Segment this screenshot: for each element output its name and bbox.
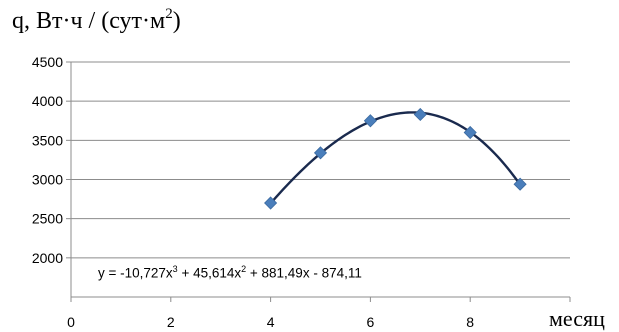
trendline (269, 111, 522, 205)
y-tick-labels: 2000 2500 3000 3500 4000 4500 (32, 54, 63, 266)
x-tick-label: 2 (167, 314, 175, 330)
data-point (264, 196, 278, 210)
x-tick-label: 0 (67, 314, 75, 330)
y-tick-label: 4000 (32, 93, 63, 109)
x-tick-labels: 0 2 4 6 8 (67, 314, 474, 330)
data-point (313, 146, 328, 160)
y-axis-label: q, Вт·ч / (сут·м2) (12, 6, 181, 34)
data-point (363, 114, 377, 128)
trendline-equation: y = -10,727x3 + 45,614x2 + 881,49x - 874… (98, 264, 362, 281)
grid-lines (71, 61, 570, 259)
y-tick-label: 2000 (32, 250, 63, 266)
y-tick-label: 2500 (32, 211, 63, 227)
data-point (463, 125, 477, 140)
data-points (264, 107, 527, 210)
data-point (513, 177, 527, 191)
y-tick-label: 4500 (32, 54, 63, 70)
x-axis-label: месяц (549, 306, 605, 331)
trendline-path (269, 111, 522, 205)
axes (66, 61, 571, 302)
y-tick-label: 3000 (32, 172, 63, 188)
x-tick-label: 8 (466, 314, 474, 330)
data-point (413, 107, 427, 122)
x-tick-label: 6 (367, 314, 375, 330)
x-tick-label: 4 (267, 314, 275, 330)
y-tick-label: 3500 (32, 132, 63, 148)
